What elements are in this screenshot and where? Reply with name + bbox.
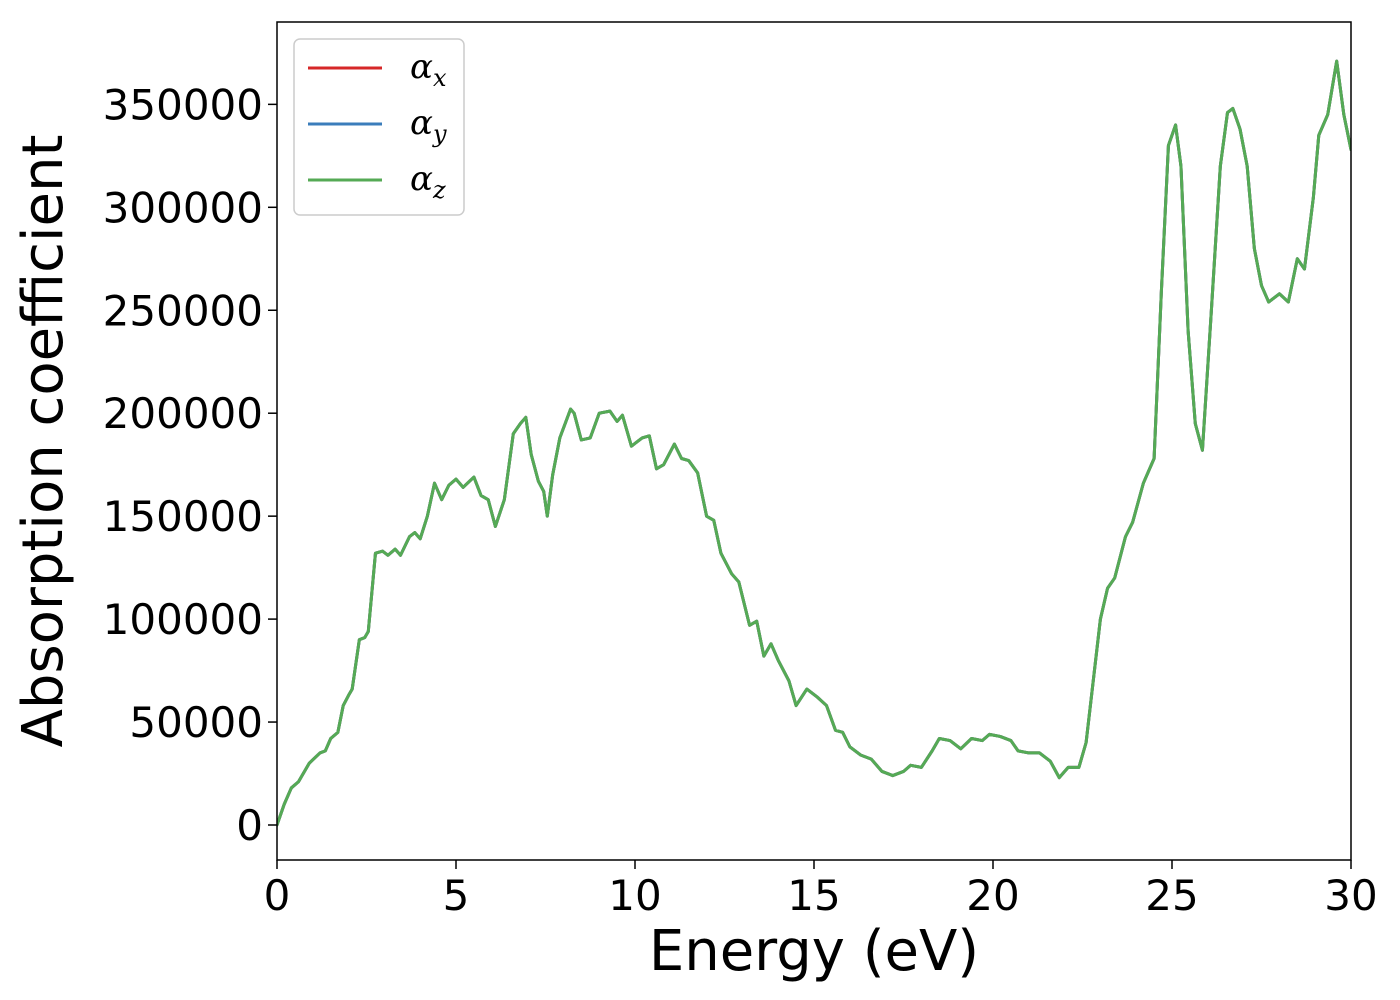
y-tick-label: 50000 bbox=[129, 698, 263, 747]
x-tick-label: 15 bbox=[787, 871, 840, 920]
x-tick-label: 0 bbox=[264, 871, 291, 920]
y-tick-label: 0 bbox=[236, 801, 263, 850]
x-tick-label: 20 bbox=[966, 871, 1019, 920]
y-tick-label: 150000 bbox=[103, 492, 263, 541]
y-axis: 0 50000 100000 150000 200000 250000 300000 3500… bbox=[103, 80, 277, 850]
y-tick-label: 300000 bbox=[103, 183, 263, 232]
series-layer bbox=[277, 59, 1351, 827]
y-tick-label: 250000 bbox=[103, 286, 263, 335]
y-tick-label: 200000 bbox=[103, 389, 263, 438]
legend-box bbox=[293, 38, 465, 216]
y-tick-label: 100000 bbox=[103, 595, 263, 644]
y-axis-label: Absorption coefficient bbox=[11, 135, 76, 748]
x-tick-label: 5 bbox=[443, 871, 470, 920]
x-tick-label: 25 bbox=[1145, 871, 1198, 920]
x-tick-label: 10 bbox=[608, 871, 661, 920]
x-tick-label: 30 bbox=[1324, 871, 1377, 920]
x-axis: 0 5 10 15 20 25 30 bbox=[264, 860, 1378, 920]
x-axis-label: Energy (eV) bbox=[649, 919, 979, 984]
y-tick-label: 350000 bbox=[103, 80, 263, 129]
series-line-z bbox=[277, 59, 1351, 827]
